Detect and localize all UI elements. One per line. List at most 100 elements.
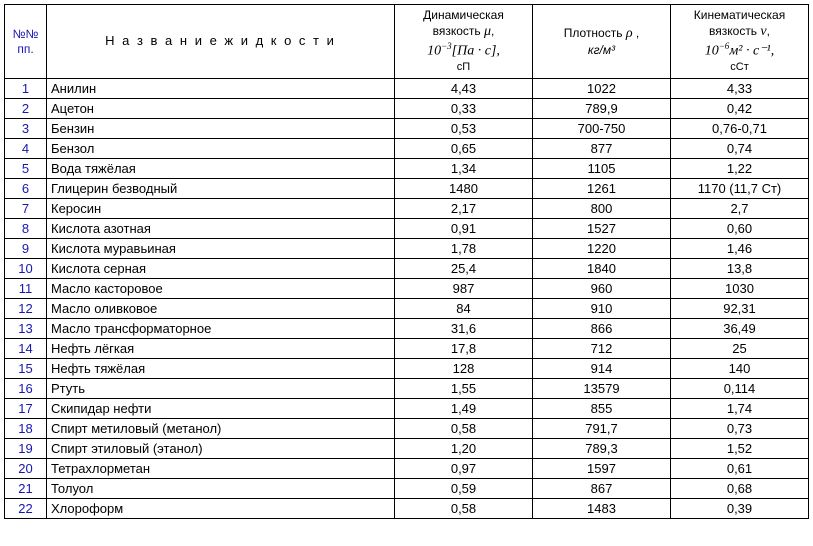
cell-dynamic-viscosity: 84 [395, 299, 533, 319]
cell-name: Глицерин безводный [47, 179, 395, 199]
cell-dynamic-viscosity: 25,4 [395, 259, 533, 279]
cell-kinematic-viscosity: 13,8 [671, 259, 809, 279]
cell-number: 17 [5, 399, 47, 419]
cell-dynamic-viscosity: 128 [395, 359, 533, 379]
table-row: 13Масло трансформаторное31,686636,49 [5, 319, 809, 339]
cell-kinematic-viscosity: 1,22 [671, 159, 809, 179]
cell-dynamic-viscosity: 4,43 [395, 79, 533, 99]
cell-name: Толуол [47, 479, 395, 499]
cell-name: Тетрахлорметан [47, 459, 395, 479]
cell-kinematic-viscosity: 1030 [671, 279, 809, 299]
cell-density: 1022 [533, 79, 671, 99]
table-row: 20Тетрахлорметан0,9715970,61 [5, 459, 809, 479]
cell-dynamic-viscosity: 1,49 [395, 399, 533, 419]
cell-dynamic-viscosity: 1480 [395, 179, 533, 199]
cell-name: Бензин [47, 119, 395, 139]
cell-name: Масло оливковое [47, 299, 395, 319]
table-row: 4Бензол0,658770,74 [5, 139, 809, 159]
cell-kinematic-viscosity: 0,61 [671, 459, 809, 479]
cell-density: 712 [533, 339, 671, 359]
cell-number: 16 [5, 379, 47, 399]
cell-number: 12 [5, 299, 47, 319]
cell-density: 866 [533, 319, 671, 339]
cell-dynamic-viscosity: 0,59 [395, 479, 533, 499]
cell-kinematic-viscosity: 25 [671, 339, 809, 359]
table-row: 17Скипидар нефти1,498551,74 [5, 399, 809, 419]
cell-kinematic-viscosity: 0,68 [671, 479, 809, 499]
cell-dynamic-viscosity: 17,8 [395, 339, 533, 359]
cell-name: Кислота азотная [47, 219, 395, 239]
table-row: 9Кислота муравьиная1,7812201,46 [5, 239, 809, 259]
table-row: 14Нефть лёгкая17,871225 [5, 339, 809, 359]
cell-name: Масло касторовое [47, 279, 395, 299]
cell-dynamic-viscosity: 1,34 [395, 159, 533, 179]
cell-kinematic-viscosity: 1,46 [671, 239, 809, 259]
cell-dynamic-viscosity: 0,53 [395, 119, 533, 139]
table-row: 21Толуол0,598670,68 [5, 479, 809, 499]
cell-number: 19 [5, 439, 47, 459]
cell-density: 910 [533, 299, 671, 319]
cell-kinematic-viscosity: 0,114 [671, 379, 809, 399]
density-label: Плотность ρ , [537, 25, 666, 43]
cell-dynamic-viscosity: 0,91 [395, 219, 533, 239]
cell-number: 8 [5, 219, 47, 239]
cell-number: 22 [5, 499, 47, 519]
table-row: 19Спирт этиловый (этанол)1,20789,31,52 [5, 439, 809, 459]
header-kinematic-viscosity: Кинематическая вязкость ν, 10−6м² · с⁻¹,… [671, 5, 809, 79]
header-name-label: Н а з в а н и е ж и д к о с т и [105, 33, 336, 48]
cell-kinematic-viscosity: 4,33 [671, 79, 809, 99]
cell-number: 5 [5, 159, 47, 179]
table-row: 6Глицерин безводный148012611170 (11,7 Ст… [5, 179, 809, 199]
cell-kinematic-viscosity: 0,39 [671, 499, 809, 519]
cell-density: 1840 [533, 259, 671, 279]
cell-dynamic-viscosity: 0,58 [395, 499, 533, 519]
cell-number: 15 [5, 359, 47, 379]
cell-number: 10 [5, 259, 47, 279]
cell-density: 1220 [533, 239, 671, 259]
cell-number: 20 [5, 459, 47, 479]
cell-density: 1483 [533, 499, 671, 519]
cell-name: Керосин [47, 199, 395, 219]
cell-number: 21 [5, 479, 47, 499]
table-row: 22Хлороформ0,5814830,39 [5, 499, 809, 519]
cell-dynamic-viscosity: 2,17 [395, 199, 533, 219]
cell-dynamic-viscosity: 0,97 [395, 459, 533, 479]
kinvisc-unit: сСт [675, 61, 804, 75]
cell-kinematic-viscosity: 1170 (11,7 Ст) [671, 179, 809, 199]
cell-kinematic-viscosity: 0,42 [671, 99, 809, 119]
cell-density: 800 [533, 199, 671, 219]
cell-name: Масло трансформаторное [47, 319, 395, 339]
cell-name: Хлороформ [47, 499, 395, 519]
table-row: 1Анилин4,4310224,33 [5, 79, 809, 99]
cell-number: 7 [5, 199, 47, 219]
cell-number: 6 [5, 179, 47, 199]
cell-dynamic-viscosity: 31,6 [395, 319, 533, 339]
cell-density: 867 [533, 479, 671, 499]
cell-kinematic-viscosity: 92,31 [671, 299, 809, 319]
cell-kinematic-viscosity: 1,52 [671, 439, 809, 459]
cell-number: 2 [5, 99, 47, 119]
cell-number: 4 [5, 139, 47, 159]
cell-dynamic-viscosity: 1,55 [395, 379, 533, 399]
cell-density: 789,9 [533, 99, 671, 119]
cell-name: Скипидар нефти [47, 399, 395, 419]
cell-density: 1105 [533, 159, 671, 179]
dynvisc-unit: сП [399, 61, 528, 75]
cell-density: 877 [533, 139, 671, 159]
cell-dynamic-viscosity: 0,33 [395, 99, 533, 119]
table-row: 18Спирт метиловый (метанол)0,58791,70,73 [5, 419, 809, 439]
cell-dynamic-viscosity: 1,78 [395, 239, 533, 259]
cell-name: Нефть тяжёлая [47, 359, 395, 379]
cell-density: 791,7 [533, 419, 671, 439]
cell-density: 1597 [533, 459, 671, 479]
cell-name: Бензол [47, 139, 395, 159]
cell-name: Ртуть [47, 379, 395, 399]
cell-kinematic-viscosity: 0,76-0,71 [671, 119, 809, 139]
density-unit: кг/м³ [537, 43, 666, 58]
table-row: 2Ацетон0,33789,90,42 [5, 99, 809, 119]
cell-density: 1527 [533, 219, 671, 239]
cell-name: Спирт метиловый (метанол) [47, 419, 395, 439]
cell-number: 11 [5, 279, 47, 299]
header-density: Плотность ρ , кг/м³ [533, 5, 671, 79]
table-row: 7Керосин2,178002,7 [5, 199, 809, 219]
